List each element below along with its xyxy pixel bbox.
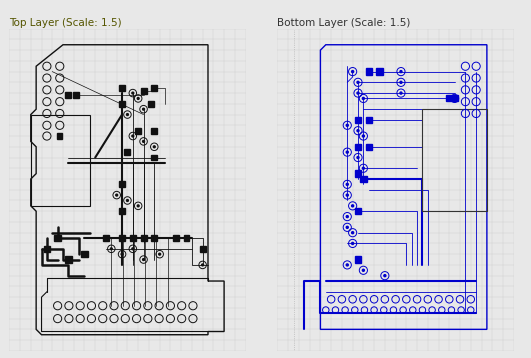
Circle shape — [137, 205, 139, 207]
Bar — [365, 68, 372, 75]
Circle shape — [453, 97, 456, 100]
Bar — [151, 85, 157, 91]
Bar — [365, 144, 372, 150]
Circle shape — [352, 205, 354, 207]
Bar — [360, 176, 366, 182]
Circle shape — [400, 81, 402, 83]
Circle shape — [202, 264, 203, 266]
Bar — [452, 96, 458, 101]
Bar — [81, 251, 88, 257]
Bar — [151, 128, 157, 134]
Bar — [65, 92, 71, 98]
Circle shape — [357, 130, 359, 132]
Bar — [65, 256, 72, 263]
Bar — [119, 208, 125, 214]
Circle shape — [384, 275, 386, 277]
Circle shape — [137, 97, 139, 100]
Bar — [57, 133, 63, 139]
Circle shape — [352, 71, 354, 73]
Bar — [355, 208, 361, 214]
Circle shape — [352, 242, 354, 245]
Bar — [355, 117, 361, 123]
Circle shape — [346, 183, 348, 185]
Bar — [423, 109, 487, 211]
Bar — [355, 256, 361, 263]
Circle shape — [400, 71, 402, 73]
Circle shape — [400, 92, 402, 94]
Circle shape — [346, 226, 348, 228]
Text: Top Layer (Scale: 1.5): Top Layer (Scale: 1.5) — [10, 18, 122, 28]
Circle shape — [126, 113, 129, 116]
Bar — [119, 101, 125, 107]
Circle shape — [116, 194, 118, 196]
Bar — [119, 85, 125, 91]
Circle shape — [346, 216, 348, 218]
Bar — [141, 88, 147, 94]
Bar — [355, 170, 361, 177]
Bar — [119, 182, 125, 187]
Bar — [130, 235, 136, 241]
Circle shape — [362, 97, 364, 100]
Bar — [54, 235, 61, 241]
Circle shape — [132, 135, 134, 137]
Circle shape — [132, 92, 134, 94]
Bar — [200, 246, 205, 252]
Circle shape — [362, 167, 364, 169]
Circle shape — [346, 151, 348, 153]
Bar — [103, 235, 109, 241]
Bar — [73, 92, 79, 98]
Bar — [124, 149, 131, 155]
Bar — [355, 144, 361, 150]
Circle shape — [346, 264, 348, 266]
Bar — [135, 128, 141, 134]
Text: Bottom Layer (Scale: 1.5): Bottom Layer (Scale: 1.5) — [278, 18, 411, 28]
Circle shape — [346, 194, 348, 196]
Bar — [151, 155, 157, 160]
Circle shape — [143, 140, 144, 142]
Bar — [119, 235, 125, 241]
Circle shape — [357, 156, 359, 159]
Bar — [31, 115, 90, 206]
Bar — [148, 101, 154, 107]
Bar — [184, 235, 190, 241]
Circle shape — [153, 146, 155, 148]
Bar — [151, 235, 157, 241]
Bar — [376, 68, 383, 75]
Circle shape — [143, 258, 144, 261]
Circle shape — [362, 269, 364, 271]
Bar — [365, 117, 372, 123]
Circle shape — [121, 253, 123, 255]
Circle shape — [362, 135, 364, 137]
Circle shape — [346, 124, 348, 126]
Bar — [173, 235, 179, 241]
Circle shape — [159, 253, 160, 255]
Bar — [44, 246, 50, 252]
Bar — [141, 235, 147, 241]
Circle shape — [352, 232, 354, 234]
Circle shape — [143, 108, 144, 110]
Circle shape — [132, 248, 134, 250]
Bar — [447, 96, 452, 101]
Circle shape — [357, 81, 359, 83]
Circle shape — [357, 92, 359, 94]
Circle shape — [110, 248, 112, 250]
Circle shape — [126, 199, 129, 202]
